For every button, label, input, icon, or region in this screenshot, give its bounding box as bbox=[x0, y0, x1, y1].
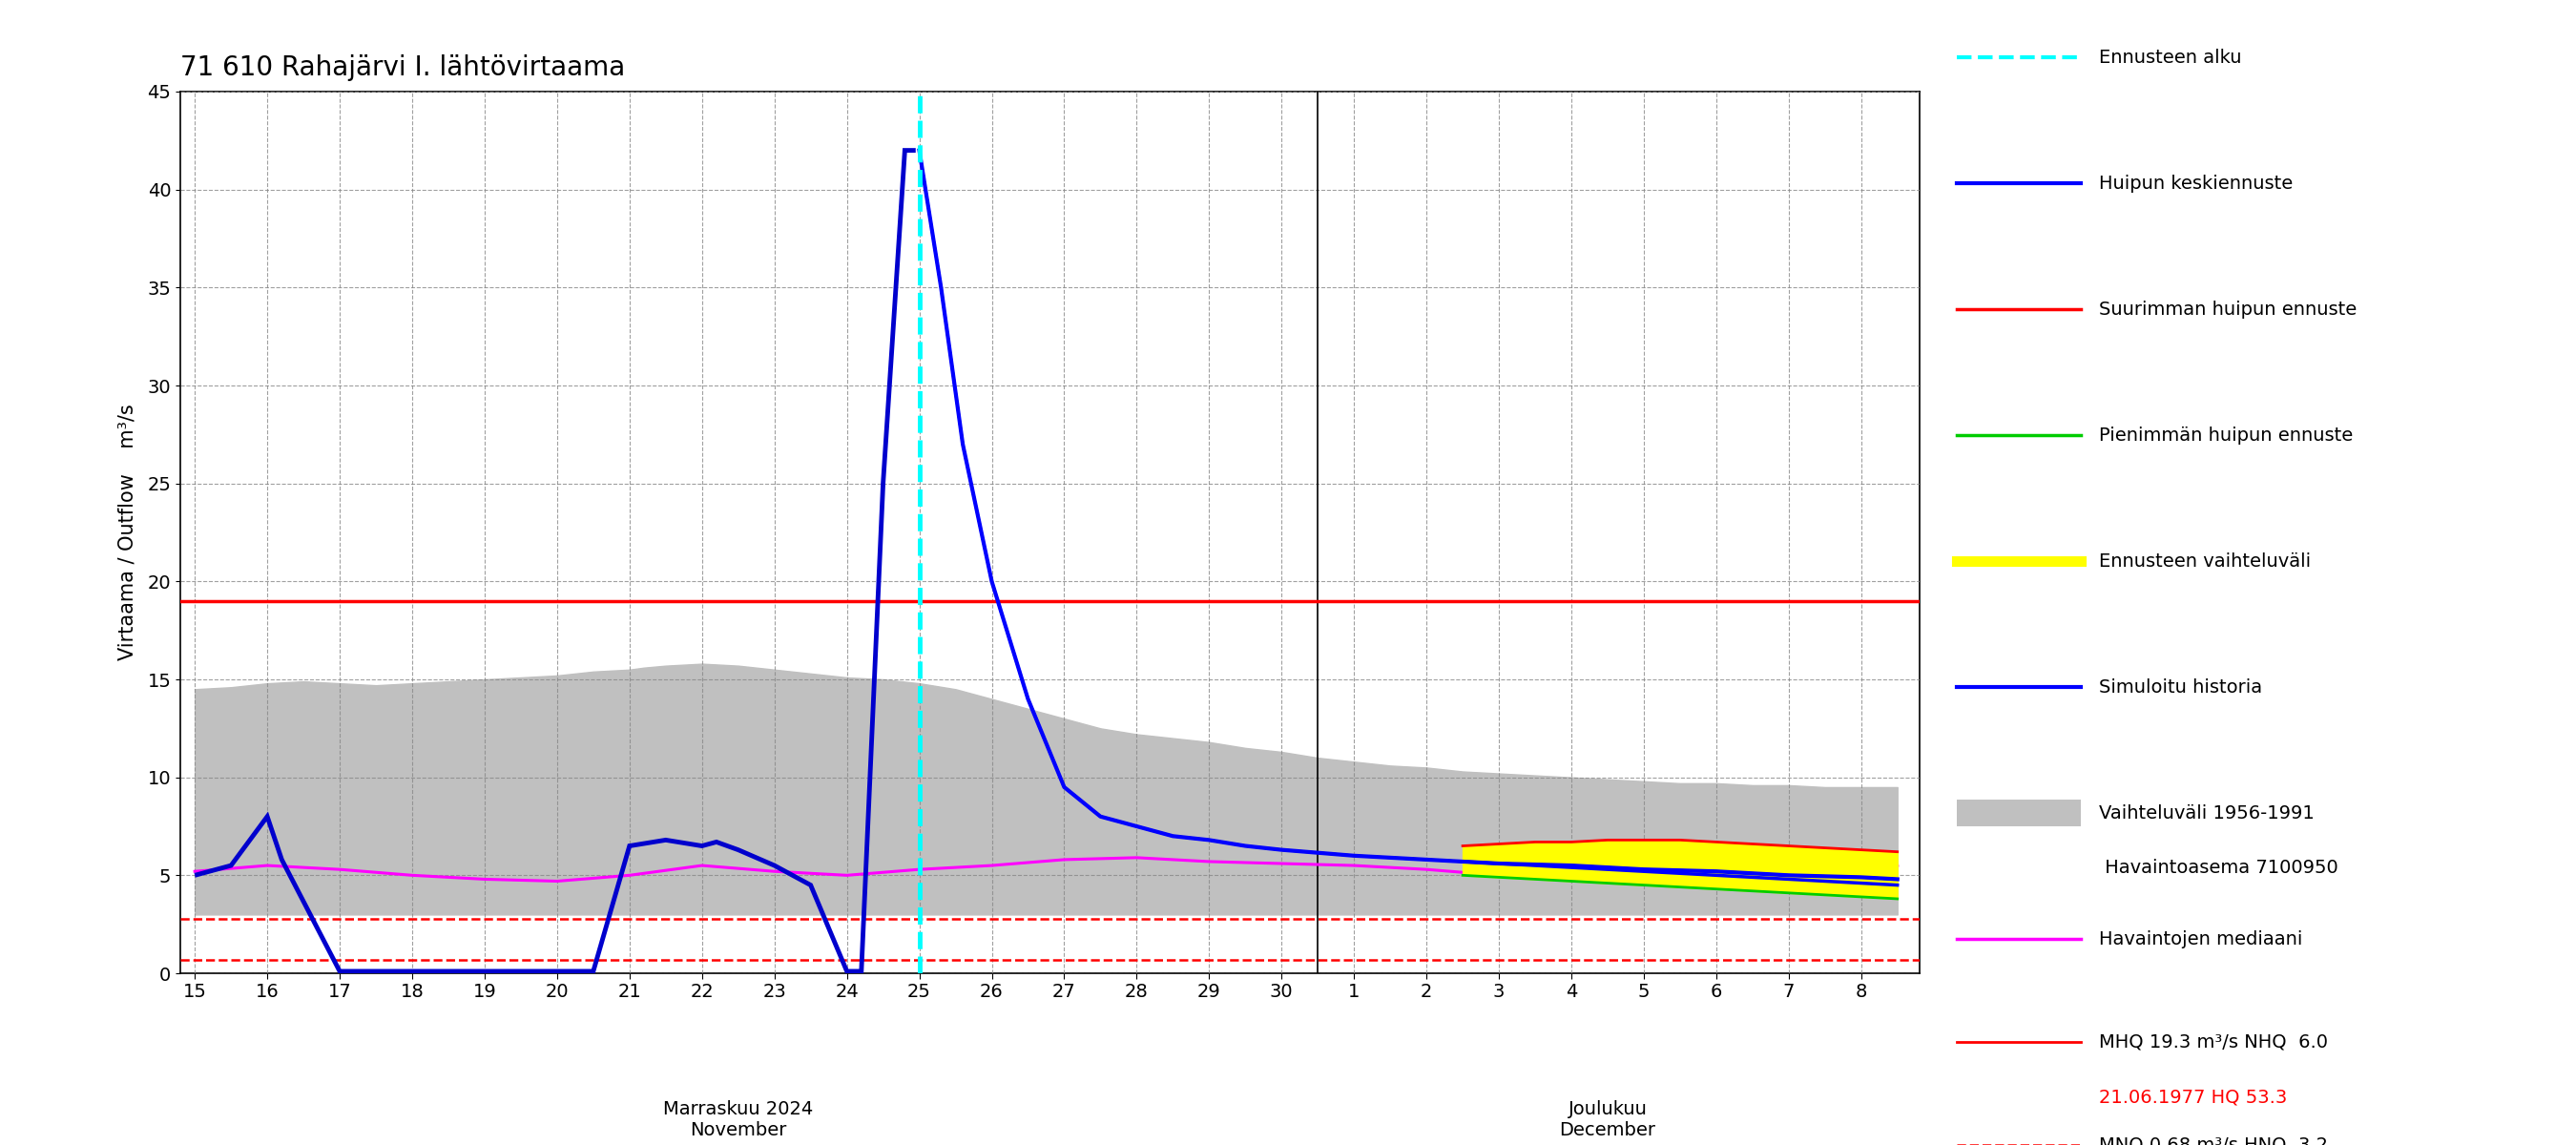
Text: Havaintojen mediaani: Havaintojen mediaani bbox=[2099, 930, 2303, 948]
Text: Ennusteen alku: Ennusteen alku bbox=[2099, 48, 2241, 66]
Text: Simuloitu historia: Simuloitu historia bbox=[2099, 678, 2262, 696]
Text: 21.06.1977 HQ 53.3: 21.06.1977 HQ 53.3 bbox=[2099, 1088, 2287, 1106]
Text: Pienimmän huipun ennuste: Pienimmän huipun ennuste bbox=[2099, 426, 2354, 444]
Text: 71 610 Rahajärvi I. lähtövirtaama: 71 610 Rahajärvi I. lähtövirtaama bbox=[180, 55, 626, 81]
Text: Havaintoasema 7100950: Havaintoasema 7100950 bbox=[2099, 859, 2339, 877]
Text: MHQ 19.3 m³/s NHQ  6.0: MHQ 19.3 m³/s NHQ 6.0 bbox=[2099, 1033, 2329, 1051]
Text: Suurimman huipun ennuste: Suurimman huipun ennuste bbox=[2099, 300, 2357, 318]
FancyBboxPatch shape bbox=[1958, 799, 2081, 827]
Y-axis label: Virtaama / Outflow    m³/s: Virtaama / Outflow m³/s bbox=[118, 404, 137, 661]
Text: Vaihteluväli 1956-1991: Vaihteluväli 1956-1991 bbox=[2099, 804, 2316, 822]
Text: MNQ 0.68 m³/s HNQ  3.2: MNQ 0.68 m³/s HNQ 3.2 bbox=[2099, 1136, 2329, 1145]
Text: Marraskuu 2024
November: Marraskuu 2024 November bbox=[662, 1100, 814, 1139]
Text: Joulukuu
December: Joulukuu December bbox=[1558, 1100, 1656, 1139]
Text: Huipun keskiennuste: Huipun keskiennuste bbox=[2099, 174, 2293, 192]
Text: Ennusteen vaihteluväli: Ennusteen vaihteluväli bbox=[2099, 552, 2311, 570]
